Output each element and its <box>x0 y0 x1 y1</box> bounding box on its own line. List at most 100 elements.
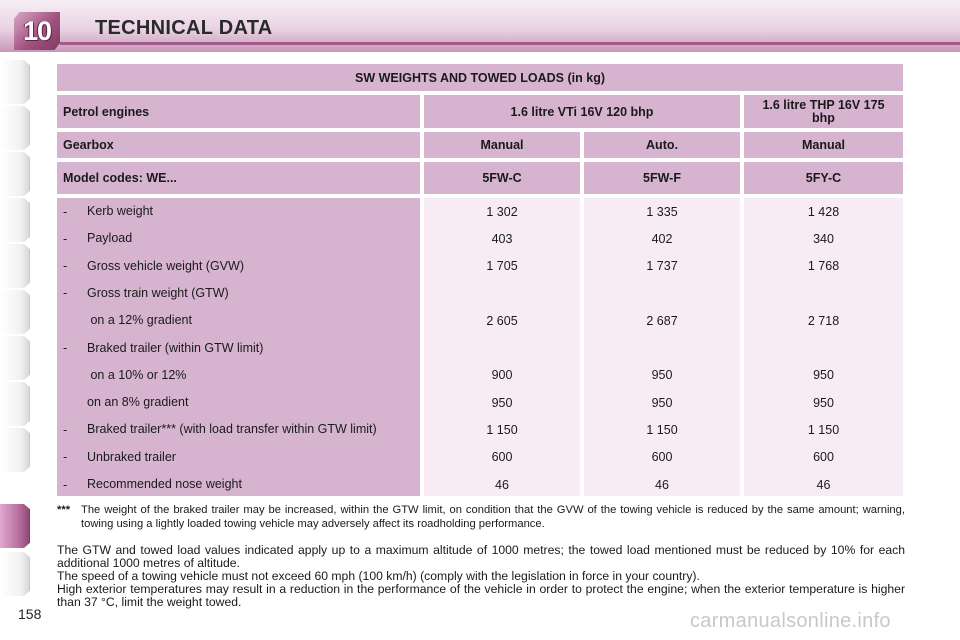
side-tab[interactable] <box>0 428 30 472</box>
row-value: 950 <box>491 395 513 410</box>
row-dash: - <box>63 259 68 274</box>
engines-row: Petrol engines 1.6 litre VTi 16V 120 bhp… <box>57 95 903 128</box>
row-value: 1 737 <box>646 259 678 274</box>
row-label: on a 10% or 12% <box>63 362 418 389</box>
row-label-text: on an 8% gradient <box>87 395 189 410</box>
row-label-text: Gross vehicle weight (GVW) <box>87 258 244 273</box>
side-tab[interactable] <box>0 106 30 150</box>
row-value: 1 150 <box>486 422 518 437</box>
side-tab[interactable] <box>0 152 30 196</box>
note-altitude: The GTW and towed load values indicated … <box>57 543 905 570</box>
table-row: - Gross vehicle weight (GVW) 1 705 1 737 1 7… <box>57 253 903 280</box>
row-value: 2 687 <box>646 313 678 328</box>
side-tab[interactable] <box>0 336 30 380</box>
engine-1: 1.6 litre VTi 16V 120 bhp <box>424 95 740 128</box>
row-dash: - <box>63 422 68 437</box>
row-value: 1 768 <box>807 259 840 274</box>
side-tab[interactable] <box>0 244 30 288</box>
side-tab-active[interactable] <box>0 504 30 548</box>
page-number: 158 <box>18 606 42 622</box>
row-label-text: Kerb weight <box>87 204 154 218</box>
row-value: 1 705 <box>486 259 518 274</box>
row-value: 46 <box>816 477 831 492</box>
gearbox-label: Gearbox <box>57 132 420 158</box>
model-code: 5FY-C <box>744 162 903 194</box>
header-divider <box>60 42 960 45</box>
gearbox-row: Gearbox Manual Auto. Manual <box>57 132 903 158</box>
row-value: 600 <box>813 450 834 465</box>
row-value <box>584 280 740 307</box>
row-label-text: Unbraked trailer <box>87 449 176 464</box>
row-label: on an 8% gradient <box>63 389 418 416</box>
table-row: - Recommended nose weight 46 46 46 <box>57 471 903 498</box>
side-tab[interactable] <box>0 290 30 334</box>
footnote-text: The weight of the braked trailer may be … <box>81 504 905 530</box>
side-tab[interactable] <box>0 198 30 242</box>
watermark: carmanualsonline.info <box>690 610 891 632</box>
row-label: - Unbraked trailer <box>63 444 418 471</box>
row-value <box>424 335 580 362</box>
row-value: 900 <box>491 368 513 383</box>
gearbox-value: Auto. <box>584 132 740 158</box>
table-row: - Gross train weight (GTW) <box>57 280 903 307</box>
row-dash: - <box>63 450 68 465</box>
row-label: on a 12% gradient <box>63 307 418 334</box>
row-value <box>744 280 903 307</box>
row-value: 950 <box>651 368 673 383</box>
row-label-text: Braked trailer*** (with load transfer wi… <box>87 422 377 437</box>
row-value <box>424 280 580 307</box>
table-title-row: SW WEIGHTS AND TOWED LOADS (in kg) <box>57 64 903 91</box>
row-value: 2 605 <box>486 313 518 328</box>
row-label: - Recommended nose weight <box>63 471 418 498</box>
row-label: - Gross vehicle weight (GVW) <box>63 253 418 280</box>
model-code: 5FW-C <box>424 162 580 194</box>
model-codes-label: Model codes: WE... <box>57 162 420 194</box>
row-value: 1 302 <box>486 204 518 219</box>
row-value: 950 <box>813 368 834 383</box>
row-label-text: Gross train weight (GTW) <box>87 285 229 300</box>
note-speed: The speed of a towing vehicle must not e… <box>57 569 700 583</box>
table-row: on a 10% or 12% 900 950 950 <box>57 362 903 389</box>
footnote-mark: *** <box>57 504 71 516</box>
row-label: - Kerb weight <box>63 198 418 225</box>
row-value <box>744 335 903 362</box>
row-label-text: on a 10% or 12% <box>87 367 187 382</box>
note-temperature: High exterior temperatures may result in… <box>57 582 905 609</box>
row-value: 1 428 <box>807 204 840 219</box>
row-value: 600 <box>651 450 673 465</box>
row-label-text: on a 12% gradient <box>87 313 192 328</box>
row-label: - Braked trailer (within GTW limit) <box>63 335 418 362</box>
side-tab[interactable] <box>0 60 30 104</box>
row-dash: - <box>63 204 68 219</box>
table-row: on an 8% gradient 950 950 950 <box>57 389 903 416</box>
row-value: 46 <box>495 477 509 492</box>
row-dash: - <box>63 231 68 246</box>
value-column <box>424 198 580 496</box>
row-value: 600 <box>491 450 513 465</box>
chapter-number: 10 <box>22 15 52 46</box>
gearbox-value: Manual <box>424 132 580 158</box>
chapter-badge: 10 <box>14 12 60 50</box>
table-title: SW WEIGHTS AND TOWED LOADS (in kg) <box>57 64 903 91</box>
row-value <box>584 335 740 362</box>
model-codes-row: Model codes: WE... 5FW-C 5FW-F 5FY-C <box>57 162 903 194</box>
footnote: *** The weight of the braked trailer may… <box>57 504 905 531</box>
table-body: - Kerb weight 1 302 1 335 1 428 - Payload 403 40… <box>57 198 903 496</box>
row-value: 1 335 <box>646 204 678 219</box>
gearbox-value: Manual <box>744 132 903 158</box>
side-tab[interactable] <box>0 382 30 426</box>
row-dash: - <box>63 477 68 492</box>
value-column <box>584 198 740 496</box>
value-column <box>744 198 903 496</box>
engine-2: 1.6 litre THP 16V 175 bhp <box>744 95 903 128</box>
row-value: 340 <box>813 231 834 246</box>
model-code: 5FW-F <box>584 162 740 194</box>
table-row: - Kerb weight 1 302 1 335 1 428 <box>57 198 903 225</box>
row-value: 403 <box>491 231 513 246</box>
row-dash: - <box>63 286 68 301</box>
table-row: - Braked trailer (within GTW limit) <box>57 335 903 362</box>
row-label-text: Braked trailer (within GTW limit) <box>87 340 264 355</box>
side-tab[interactable] <box>0 552 30 596</box>
row-value: 1 150 <box>807 422 840 437</box>
row-value: 46 <box>655 477 669 492</box>
